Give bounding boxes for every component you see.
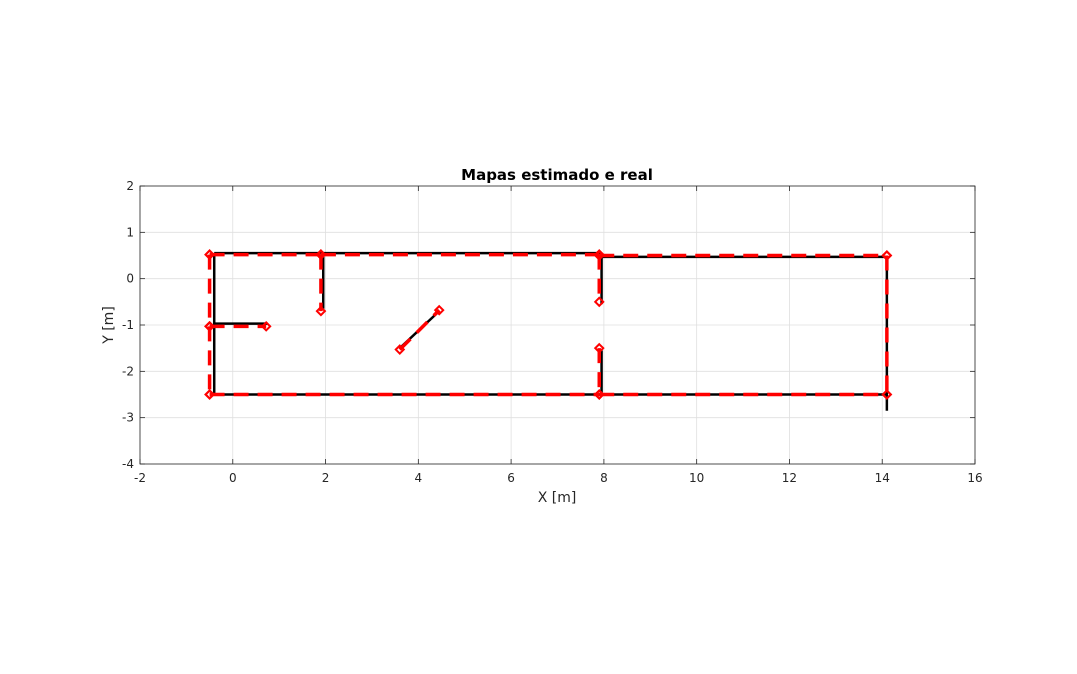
estimated-endpoint-marker (881, 389, 893, 400)
y-tick-label: -4 (122, 457, 134, 471)
x-axis-label: X [m] (538, 490, 577, 506)
x-tick-label: 16 (967, 471, 982, 485)
chart-title: Mapas estimado e real (461, 166, 653, 184)
x-tick-label: 6 (507, 471, 515, 485)
axis-ticks (139, 185, 976, 465)
y-tick-label: 2 (126, 179, 134, 193)
y-tick-label: -3 (122, 411, 134, 425)
y-tick-labels: -4 -3 -2 -1 0 1 2 (122, 179, 134, 471)
estimated-endpoint-marker (394, 344, 406, 355)
y-tick-label: 0 (126, 272, 134, 286)
estimated-endpoint-marker (315, 249, 327, 260)
x-tick-label: 10 (689, 471, 704, 485)
x-tick-label: 4 (415, 471, 423, 485)
x-tick-label: 8 (600, 471, 608, 485)
y-tick-label: -1 (122, 318, 134, 332)
x-tick-label: 0 (229, 471, 237, 485)
estimated-endpoint-marker (593, 296, 605, 308)
estimated-endpoint-marker (433, 304, 445, 316)
x-tick-label: 14 (875, 471, 890, 485)
x-tick-label: 12 (782, 471, 797, 485)
estimated-endpoint-marker (204, 389, 215, 400)
estimated-endpoint-marker (260, 320, 272, 332)
estimated-endpoint-marker (593, 342, 605, 354)
estimated-endpoint-marker (593, 389, 605, 400)
estimated-endpoint-marker (315, 305, 327, 317)
y-axis-label: Y [m] (101, 306, 117, 345)
x-tick-labels: -2 0 2 4 6 8 10 12 14 16 (134, 471, 983, 485)
estimated-endpoint-marker (593, 249, 605, 260)
y-tick-label: 1 (126, 225, 134, 239)
estimated-endpoint-marker (881, 250, 893, 261)
x-tick-label: 2 (322, 471, 330, 485)
x-tick-label: -2 (134, 471, 146, 485)
estimated-endpoint-marker (204, 320, 215, 332)
estimated-endpoint-marker (204, 249, 215, 260)
estimated-map-segment (398, 308, 441, 351)
y-tick-label: -2 (122, 364, 134, 378)
estimated-map-series (204, 249, 893, 400)
